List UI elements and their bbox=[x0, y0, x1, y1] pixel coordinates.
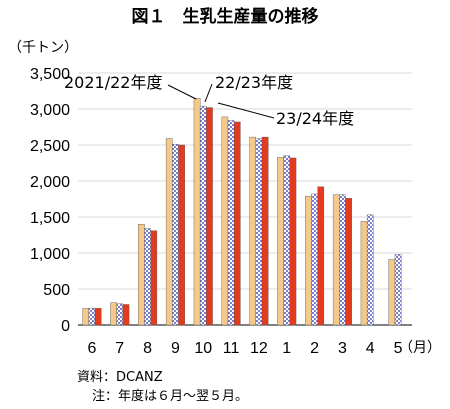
bar bbox=[144, 228, 151, 326]
bar bbox=[193, 97, 201, 326]
legend-leader-line bbox=[167, 84, 197, 100]
bar bbox=[289, 157, 297, 326]
bar bbox=[122, 304, 130, 326]
bar bbox=[94, 308, 102, 326]
x-tick-labels: 6 7 8 9 10 11 12 1 2 3 4 5 bbox=[87, 340, 402, 357]
y-tick-label: 0 bbox=[61, 318, 70, 335]
legend-label: 2021/22年度 bbox=[64, 73, 162, 92]
bar bbox=[283, 155, 291, 326]
bar bbox=[261, 136, 269, 326]
y-tick-label: 500 bbox=[43, 282, 70, 299]
legend-label: 22/23年度 bbox=[215, 73, 293, 92]
bar bbox=[255, 138, 263, 326]
bar bbox=[221, 116, 229, 326]
y-tick-label: 1,000 bbox=[30, 246, 70, 263]
bar bbox=[88, 307, 96, 326]
y-tick-label: 2,000 bbox=[30, 174, 70, 191]
bar bbox=[172, 144, 179, 326]
x-tick-label: 3 bbox=[338, 340, 347, 357]
bar bbox=[394, 254, 402, 326]
chart-title: 図１ 生乳生産量の推移 bbox=[132, 6, 319, 27]
bar bbox=[138, 223, 145, 326]
bar bbox=[206, 107, 213, 326]
x-tick-label: 12 bbox=[250, 340, 268, 357]
y-tick-label: 2,500 bbox=[30, 138, 70, 155]
y-tick-label: 3,500 bbox=[30, 66, 70, 83]
footnote: 注：年度は６月～翌５月。 bbox=[92, 388, 248, 404]
bar bbox=[110, 302, 117, 326]
bar bbox=[199, 105, 207, 326]
x-tick-label: 7 bbox=[115, 340, 124, 357]
bar bbox=[178, 144, 185, 326]
legend-leader-line bbox=[204, 83, 213, 103]
y-tick-labels: 0 500 1,000 1,500 2,000 2,500 3,000 3,500 bbox=[30, 66, 70, 335]
legend: 2021/22年度 22/23年度 23/24年度 bbox=[64, 73, 354, 128]
bar bbox=[249, 136, 257, 326]
bar bbox=[339, 194, 346, 326]
legend-leader-line bbox=[217, 102, 275, 119]
bar bbox=[360, 221, 368, 326]
x-tick-label: 1 bbox=[282, 340, 291, 357]
legend-label: 23/24年度 bbox=[276, 109, 354, 128]
bar bbox=[150, 230, 158, 326]
x-tick-label: 4 bbox=[366, 340, 375, 357]
y-tick-label: 1,500 bbox=[30, 210, 70, 227]
bar bbox=[366, 214, 374, 326]
x-tick-label: 2 bbox=[310, 340, 319, 357]
bar bbox=[233, 121, 241, 326]
bar bbox=[165, 138, 173, 326]
bar bbox=[332, 194, 340, 326]
bar bbox=[345, 198, 352, 326]
gridlines bbox=[78, 72, 412, 326]
bar bbox=[116, 303, 124, 326]
x-tick-label: 8 bbox=[143, 340, 152, 357]
bar bbox=[82, 308, 90, 326]
bars bbox=[82, 97, 402, 326]
x-tick-label: 9 bbox=[171, 340, 180, 357]
source-note: 資料：DCANZ bbox=[77, 370, 163, 385]
y-unit-label: （千トン） bbox=[8, 40, 78, 56]
bar bbox=[227, 120, 235, 326]
x-tick-label: 5 bbox=[394, 340, 403, 357]
x-tick-label: 11 bbox=[223, 340, 240, 357]
y-tick-label: 3,000 bbox=[30, 102, 70, 119]
x-tick-label: 10 bbox=[194, 340, 212, 357]
x-tick-label: 6 bbox=[87, 340, 96, 357]
x-unit-label: （月） bbox=[399, 340, 441, 356]
bar bbox=[388, 259, 396, 326]
bar bbox=[277, 157, 284, 326]
bar bbox=[311, 193, 318, 326]
bar bbox=[317, 186, 325, 326]
bar bbox=[305, 195, 312, 326]
